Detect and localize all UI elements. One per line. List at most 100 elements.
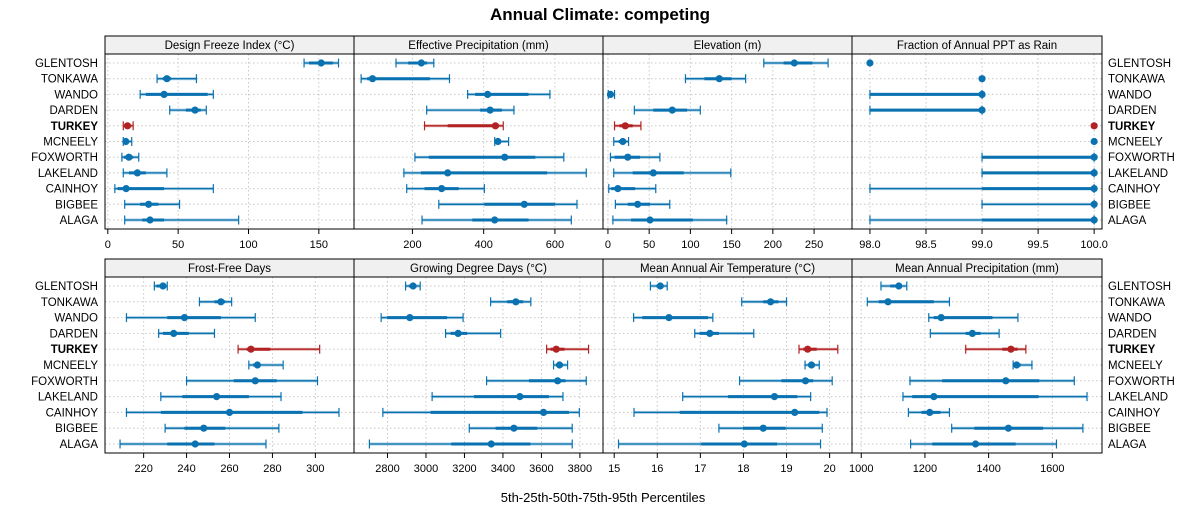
site-marker-cainhoy [869, 184, 1098, 194]
x-tick-label: 1000 [849, 463, 873, 475]
x-tick-label: 0 [105, 239, 111, 251]
median-point [454, 329, 462, 337]
site-marker-lakeland [613, 168, 732, 178]
x-tick-label: 600 [546, 239, 564, 251]
panel-0: Design Freeze Index (°C) 0 50 100 150 [104, 35, 355, 251]
x-tick-label: 2800 [375, 463, 399, 475]
site-marker-lakeland [403, 168, 587, 178]
site-label-right: LAKELAND [1108, 168, 1168, 180]
median-point [740, 440, 748, 448]
x-tick-label: 50 [643, 239, 655, 251]
median-point [621, 122, 629, 130]
median-point [494, 137, 502, 146]
site-marker-mcneely [494, 137, 510, 146]
x-tick-label: 18 [737, 463, 749, 475]
site-label-right: TONKAWA [1108, 297, 1165, 309]
median-point [368, 75, 377, 83]
x-tick-label: 1600 [1040, 463, 1064, 475]
site-marker-wando [869, 89, 986, 99]
site-label-right: TONKAWA [1108, 74, 1165, 86]
site-marker-bigbee [438, 199, 578, 209]
x-tick-label: 3200 [452, 463, 476, 475]
median-point [614, 185, 622, 193]
x-tick-label: 99.5 [1027, 239, 1048, 251]
median-point [251, 377, 259, 385]
site-marker-wando [125, 313, 256, 323]
site-marker-bigbee [614, 199, 671, 209]
site-marker-glentosh [880, 281, 908, 291]
site-marker-lakeland [682, 392, 812, 402]
median-point [200, 424, 208, 432]
site-marker-glentosh [303, 58, 340, 68]
median-point [486, 106, 494, 114]
site-label-right: WANDO [1108, 313, 1152, 325]
x-tick-label: 200 [764, 239, 782, 251]
median-point [317, 59, 325, 67]
site-marker-foxworth [185, 376, 319, 386]
site-marker-foxworth [485, 376, 587, 386]
median-point [483, 90, 492, 98]
median-point [247, 345, 255, 353]
x-tick-label: 200 [403, 239, 421, 251]
panel-5: Growing Degree Days (°C) 2800 3000 3200 3400… [353, 258, 604, 475]
site-marker-glentosh [649, 281, 668, 291]
site-label-right: DARDEN [1108, 105, 1157, 117]
median-point [146, 216, 154, 224]
site-marker-alaga [909, 439, 1058, 449]
site-marker-tonkawa [156, 74, 198, 84]
site-marker-darden [869, 105, 986, 115]
site-marker-cainhoy [907, 407, 951, 417]
median-point [501, 153, 509, 161]
median-point [656, 282, 664, 290]
median-point [191, 440, 199, 448]
site-marker-darden [426, 105, 515, 115]
median-point [1002, 377, 1010, 385]
x-tick-label: 17 [694, 463, 706, 475]
site-label-left: DARDEN [49, 105, 98, 117]
site-label-left: BIGBEE [55, 199, 98, 211]
x-tick-label: 220 [134, 463, 152, 475]
site-marker-bigbee [164, 423, 280, 433]
site-marker-darden [694, 328, 755, 338]
site-label-left: FOXWORTH [31, 152, 98, 164]
x-tick-label: 3000 [414, 463, 438, 475]
median-point [1090, 200, 1098, 208]
median-point [133, 169, 141, 177]
site-label-left: CAINHOY [46, 184, 99, 196]
site-marker-alaga [124, 215, 240, 225]
site-marker-cainhoy [633, 407, 828, 417]
median-point [649, 169, 657, 177]
median-point [1013, 361, 1021, 369]
median-point [1090, 185, 1098, 193]
site-marker-cainhoy [114, 184, 214, 194]
x-tick-label: 100 [239, 239, 257, 251]
site-marker-glentosh [404, 281, 421, 291]
median-point [487, 440, 495, 448]
median-point [145, 200, 153, 208]
site-marker-wando [467, 89, 551, 99]
x-tick-label: 50 [172, 239, 184, 251]
median-point [409, 282, 417, 290]
site-label-right: GLENTOSH [1108, 281, 1171, 293]
site-label-left: BIGBEE [55, 423, 98, 435]
site-marker-glentosh [395, 58, 435, 68]
median-point [1090, 122, 1098, 130]
panel-6: Mean Annual Air Temperature (°C) 15 16 17 18… [602, 258, 853, 475]
median-point [417, 59, 425, 67]
site-marker-mcneely [804, 360, 820, 370]
site-marker-lakeland [160, 392, 282, 402]
site-marker-alaga [421, 215, 572, 225]
x-tick-label: 400 [474, 239, 492, 251]
site-label-left: GLENTOSH [35, 281, 98, 293]
x-tick-label: 300 [306, 463, 324, 475]
median-point [512, 298, 520, 306]
median-point [1007, 345, 1015, 353]
x-tick-label: 98.0 [859, 239, 880, 251]
x-tick-label: 0 [605, 239, 611, 251]
panel-strip-label: Design Freeze Index (°C) [165, 40, 295, 52]
median-point [510, 424, 518, 432]
site-label-right: FOXWORTH [1108, 152, 1175, 164]
median-point [491, 216, 499, 224]
site-label-left: WANDO [54, 89, 98, 101]
